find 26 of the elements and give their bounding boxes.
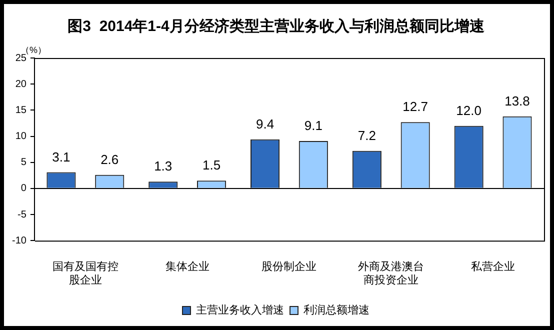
- x-tick-label: 外商及港澳台商投资企业: [358, 260, 424, 286]
- data-label: 3.1: [52, 149, 70, 164]
- y-tick-label: -5: [18, 209, 27, 220]
- y-axis-title: （%）: [20, 44, 46, 55]
- data-label: 1.5: [202, 158, 221, 173]
- y-tick-label: 5: [20, 157, 27, 168]
- data-label: 9.4: [256, 116, 274, 132]
- y-tick-label: 25: [15, 52, 27, 64]
- data-label: 13.8: [504, 94, 530, 109]
- x-tick-label: 股份制企业: [262, 260, 317, 274]
- data-label: 12.7: [402, 99, 428, 114]
- data-label: 1.3: [154, 158, 172, 174]
- y-tick-label: -10: [12, 235, 27, 246]
- y-tick-label: 15: [15, 104, 27, 116]
- data-label: 12.0: [456, 102, 482, 118]
- data-label: 9.1: [304, 118, 322, 134]
- x-tick-label: 集体企业: [165, 260, 210, 274]
- x-tick-label: 私营企业: [471, 260, 516, 274]
- x-tick-label: 国有及国有控股企业: [52, 261, 118, 286]
- legend-label: 主营业务收入增速: [196, 304, 284, 317]
- y-tick-label: 0: [20, 183, 27, 194]
- y-tick-label: 10: [15, 131, 27, 142]
- data-label: 2.6: [100, 152, 119, 167]
- data-label: 7.2: [358, 128, 376, 143]
- y-tick-label: 20: [15, 78, 27, 90]
- chart-title: 图3 2014年1-4月分经济类型主营业务收入与利润总额同比增速: [68, 17, 486, 36]
